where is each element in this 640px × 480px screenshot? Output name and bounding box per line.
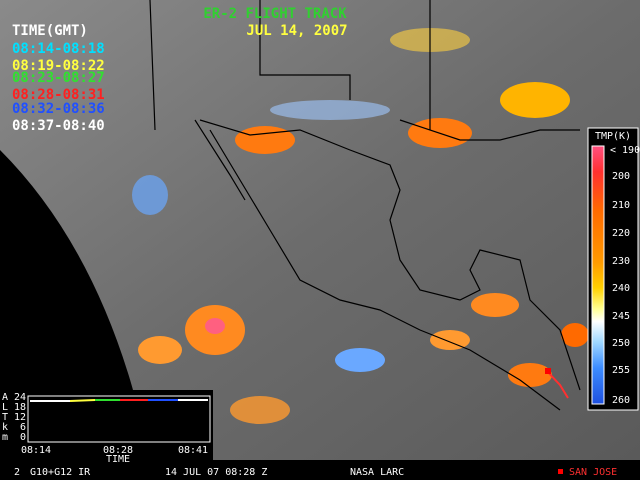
- x-tick-label: 08:41: [178, 445, 208, 456]
- time-entry: 08:19-08:22: [12, 58, 105, 74]
- y-tick-label: 12: [14, 412, 26, 423]
- colorbar: TMP(K) < 190 200 210 220 230 240 245 250…: [587, 127, 640, 411]
- time-entry: 08:28-08:31: [12, 87, 105, 103]
- colorbar-title: TMP(K): [595, 131, 631, 142]
- y-label-letter: L: [2, 402, 8, 413]
- y-label-letter: m: [2, 432, 8, 443]
- altitude-inset: A L T k m 24 18 12 6 0 08:14 08:28 08:41…: [0, 390, 213, 465]
- marker-label: SAN JOSE: [569, 467, 617, 478]
- colorbar-label: 250: [612, 338, 630, 349]
- y-label-letter: T: [2, 412, 8, 423]
- title: ER-2 FLIGHT TRACK: [203, 6, 347, 22]
- colorbar-label: 245: [612, 311, 630, 322]
- y-label-letter: k: [2, 422, 8, 433]
- cloud-blobs: [132, 28, 589, 424]
- time-entry: 08:32-08:36: [12, 101, 105, 117]
- source: NASA LARC: [350, 467, 404, 478]
- time-entry: 08:23-08:27: [12, 70, 105, 86]
- date: JUL 14, 2007: [246, 23, 347, 39]
- satellite: G10+G12 IR: [30, 467, 91, 478]
- colorbar-label: 220: [612, 228, 630, 239]
- x-axis-label: TIME: [106, 454, 130, 465]
- y-tick-label: 18: [14, 402, 26, 413]
- timestamp: 14 JUL 07 08:28 Z: [165, 467, 267, 478]
- y-label-letter: A: [2, 392, 8, 403]
- time-entry: 08:37-08:40: [12, 118, 105, 134]
- time-heading: TIME(GMT): [12, 23, 88, 39]
- y-tick-label: 6: [20, 422, 26, 433]
- colorbar-label: 255: [612, 365, 630, 376]
- space-limb: [0, 150, 150, 460]
- frame-number: 2: [14, 467, 20, 478]
- colorbar-label: 230: [612, 256, 630, 267]
- colorbar-label: 210: [612, 200, 630, 211]
- colorbar-label: 200: [612, 171, 630, 182]
- x-tick-label: 08:14: [21, 445, 51, 456]
- colorbar-label: < 190: [610, 145, 640, 156]
- y-tick-label: 0: [20, 432, 26, 443]
- colorbar-label: 260: [612, 395, 630, 406]
- y-tick-label: 24: [14, 392, 26, 403]
- coastlines: [149, 0, 581, 411]
- colorbar-label: 240: [612, 283, 630, 294]
- x-tick-label: 08:28: [103, 445, 133, 456]
- status-bar: 2 G10+G12 IR 14 JUL 07 08:28 Z NASA LARC…: [0, 462, 640, 480]
- time-entry: 08:14-08:18: [12, 41, 105, 57]
- flight-track: [545, 368, 569, 399]
